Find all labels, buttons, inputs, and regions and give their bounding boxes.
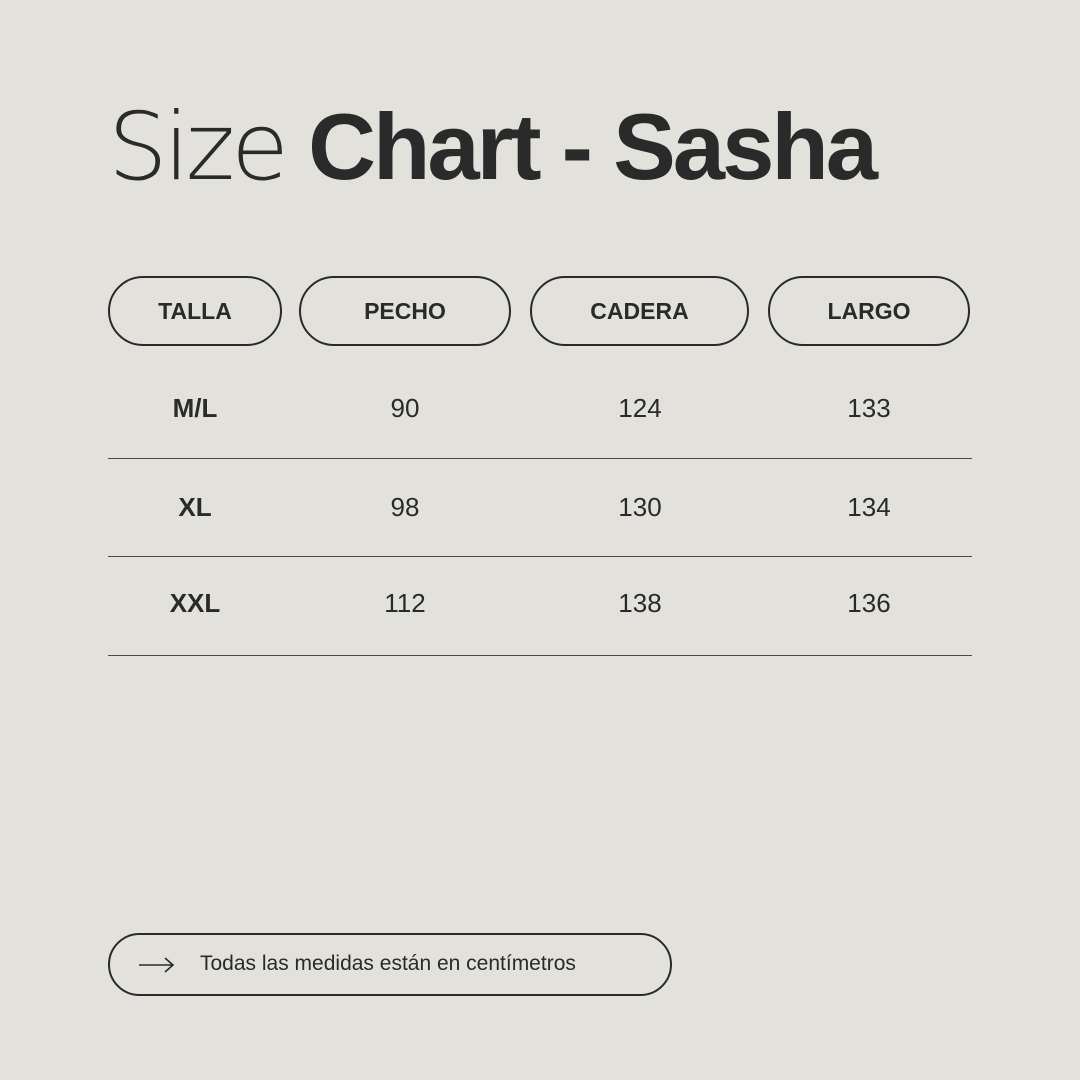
title-light: Size	[108, 93, 289, 202]
title-bold: Chart - Sasha	[308, 94, 878, 199]
size-cell: M/L	[172, 393, 218, 423]
header-cadera: CADERA	[530, 276, 749, 346]
largo-cell: 133	[847, 393, 891, 423]
pecho-cell: 112	[384, 588, 426, 618]
largo-cell: 136	[847, 588, 891, 618]
size-cell: XXL	[169, 588, 221, 618]
header-talla: TALLA	[108, 276, 282, 346]
cadera-cell: 124	[618, 393, 662, 423]
pecho-cell: 98	[390, 492, 420, 522]
row-divider	[108, 458, 972, 459]
size-cell: XL	[178, 492, 212, 522]
units-note-text: Todas las medidas están en centímetros	[200, 952, 576, 975]
header-largo: LARGO	[768, 276, 970, 346]
pecho-cell: 90	[390, 393, 420, 423]
header-pecho: PECHO	[299, 276, 511, 346]
arrow-right-icon	[139, 957, 175, 973]
row-divider	[108, 655, 972, 656]
cadera-cell: 130	[618, 492, 662, 522]
row-divider	[108, 556, 972, 557]
page-title: Size Chart - Sasha	[108, 100, 878, 195]
cadera-cell: 138	[618, 588, 662, 618]
units-note: Todas las medidas están en centímetros	[108, 933, 672, 996]
largo-cell: 134	[847, 492, 891, 522]
